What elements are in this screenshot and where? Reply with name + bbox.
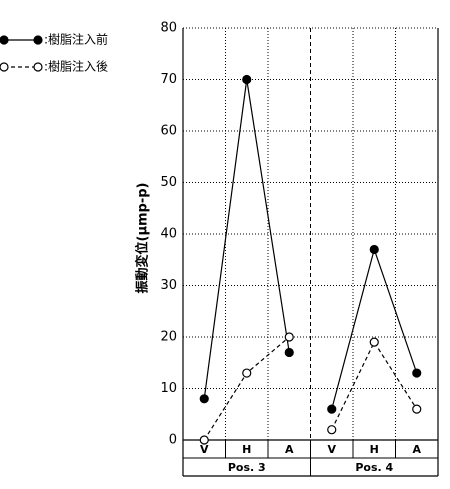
data-point <box>327 404 337 414</box>
legend-marker <box>33 35 43 45</box>
legend-marker <box>0 62 9 72</box>
data-point <box>242 74 252 85</box>
series-line <box>203 79 290 399</box>
series-line <box>331 340 418 430</box>
data-point <box>199 435 209 445</box>
y-tick-label: 0 <box>169 433 177 448</box>
data-point <box>369 337 379 347</box>
x-tick-label: H <box>242 443 251 456</box>
y-tick-label: 60 <box>160 124 177 139</box>
data-point <box>327 425 337 435</box>
data-point <box>412 404 422 414</box>
data-point <box>412 368 422 378</box>
x-tick-label: A <box>412 443 421 456</box>
data-point <box>284 332 294 342</box>
y-tick-label: 10 <box>160 381 177 396</box>
y-tick-label: 50 <box>160 175 177 190</box>
y-tick-label: 40 <box>160 227 177 242</box>
x-tick-label: A <box>285 443 294 456</box>
legend-label: :樹脂注入前 <box>44 32 108 47</box>
data-point <box>284 347 294 358</box>
y-tick-label: 20 <box>160 330 177 345</box>
y-tick-label: 30 <box>160 278 177 293</box>
x-tick-label: H <box>370 443 379 456</box>
legend-label: :樹脂注入後 <box>44 59 108 74</box>
group-label: Pos. 4 <box>355 461 393 474</box>
legend-marker <box>0 35 9 45</box>
x-tick-label: V <box>200 443 209 456</box>
series-line <box>331 247 418 410</box>
data-point <box>199 394 209 404</box>
x-tick-label: V <box>327 443 336 456</box>
data-point <box>369 244 379 255</box>
y-tick-label: 70 <box>160 72 177 87</box>
y-tick-label: 80 <box>160 21 177 36</box>
legend-marker <box>33 62 43 72</box>
data-point <box>242 368 252 378</box>
group-label: Pos. 3 <box>228 461 266 474</box>
y-axis-label: 振動変位(μmp-p) <box>135 182 151 293</box>
